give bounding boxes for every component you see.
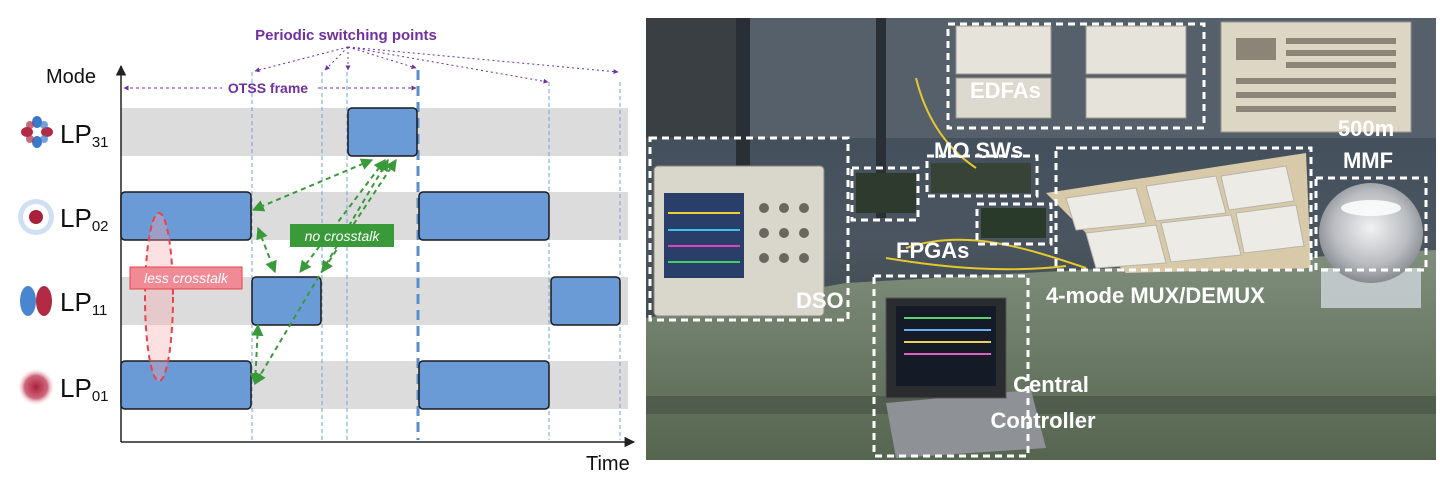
- mo-sws-box: [925, 154, 1039, 198]
- edfa-unit-2: [1085, 25, 1187, 75]
- dso-screen: [664, 193, 744, 278]
- slot-lp01-2: [418, 360, 550, 410]
- testbed-photo: EDFAs MO SWs 500m MMF FPGAs DSO 4-mode M…: [646, 18, 1436, 460]
- edfas-label: EDFAs: [970, 78, 1041, 103]
- rack-upright-2: [876, 18, 886, 218]
- lp31-mode-icon: [21, 116, 53, 148]
- dso-label: DSO: [796, 288, 844, 313]
- y-axis-label: Mode: [46, 66, 96, 88]
- dso-box: [648, 136, 850, 322]
- mmf-box: [1314, 176, 1428, 272]
- slot-lp31-1: [347, 107, 418, 157]
- no-crosstalk-arrows: [249, 158, 397, 386]
- no-crosstalk-tag: no crosstalk: [305, 228, 381, 244]
- laptop-screen: [896, 306, 996, 386]
- annotation-boxes: [648, 22, 1428, 458]
- mode-label-lp02: LP02: [60, 203, 109, 235]
- mode-label-lp11: LP11: [60, 287, 107, 319]
- fpgas-label: FPGAs: [896, 238, 969, 263]
- dso-knobs: [759, 203, 809, 263]
- controller-box: [872, 274, 1030, 458]
- lp02-mode-icon: [18, 199, 54, 235]
- mmf-label-line1: 500m: [1338, 116, 1394, 141]
- fpga-board-2: [981, 208, 1046, 238]
- analyzer-buttons: [1236, 38, 1396, 112]
- less-crosstalk-tag: less crosstalk: [144, 270, 229, 286]
- slot-lp02-2: [418, 191, 550, 241]
- lp11-mode-icon: [20, 286, 52, 316]
- less-crosstalk-ellipse: [144, 212, 174, 382]
- edfa-unit-4: [955, 77, 1052, 119]
- no-crosstalk-tag-bg: [290, 224, 394, 247]
- lp01-mode-icon: [17, 368, 55, 406]
- otss-timing-diagram: OTSS frame Periodic switching points Mod…: [17, 27, 636, 475]
- x-axis-label: Time: [586, 453, 630, 475]
- laptop-base: [886, 390, 1046, 458]
- mmf-label-line2: MMF: [1343, 148, 1393, 173]
- fpga-board-1: [856, 173, 916, 213]
- mo-sws-label: MO SWs: [934, 138, 1023, 163]
- fpga-box-2: [975, 202, 1053, 246]
- mux-demux-label: 4-mode MUX/DEMUX: [1046, 283, 1265, 308]
- left-rack-equipment: [646, 18, 736, 138]
- central-controller-label-line1: Central: [1013, 372, 1089, 397]
- slot-lp11-2: [550, 276, 621, 326]
- dso-traces: [668, 212, 740, 263]
- edfa-unit-3: [1085, 77, 1187, 119]
- laptop-screen-content: [904, 317, 991, 355]
- mode-label-lp01: LP01: [60, 373, 109, 405]
- slot-lp02-1: [120, 191, 252, 241]
- mo-switch-board: [931, 163, 1031, 193]
- mux-plates: [1065, 165, 1305, 269]
- mmf-spool-hub: [1341, 200, 1401, 216]
- switching-point-arrows: [254, 46, 619, 84]
- fpga-box-1: [850, 166, 920, 222]
- periodic-switching-points-label: Periodic switching points: [255, 27, 437, 44]
- central-controller-label-line2: Controller: [990, 408, 1096, 433]
- slot-lp01-1: [120, 360, 252, 410]
- otss-frame-label: OTSS frame: [228, 80, 308, 96]
- mode-label-lp31: LP31: [60, 119, 109, 151]
- edfa-unit-1: [955, 25, 1052, 75]
- mux-box: [1054, 146, 1313, 272]
- less-crosstalk-tag-bg: [129, 266, 243, 290]
- table-edge: [646, 396, 1436, 414]
- slot-lp11-1: [251, 276, 322, 326]
- mmf-spool: [1319, 183, 1423, 283]
